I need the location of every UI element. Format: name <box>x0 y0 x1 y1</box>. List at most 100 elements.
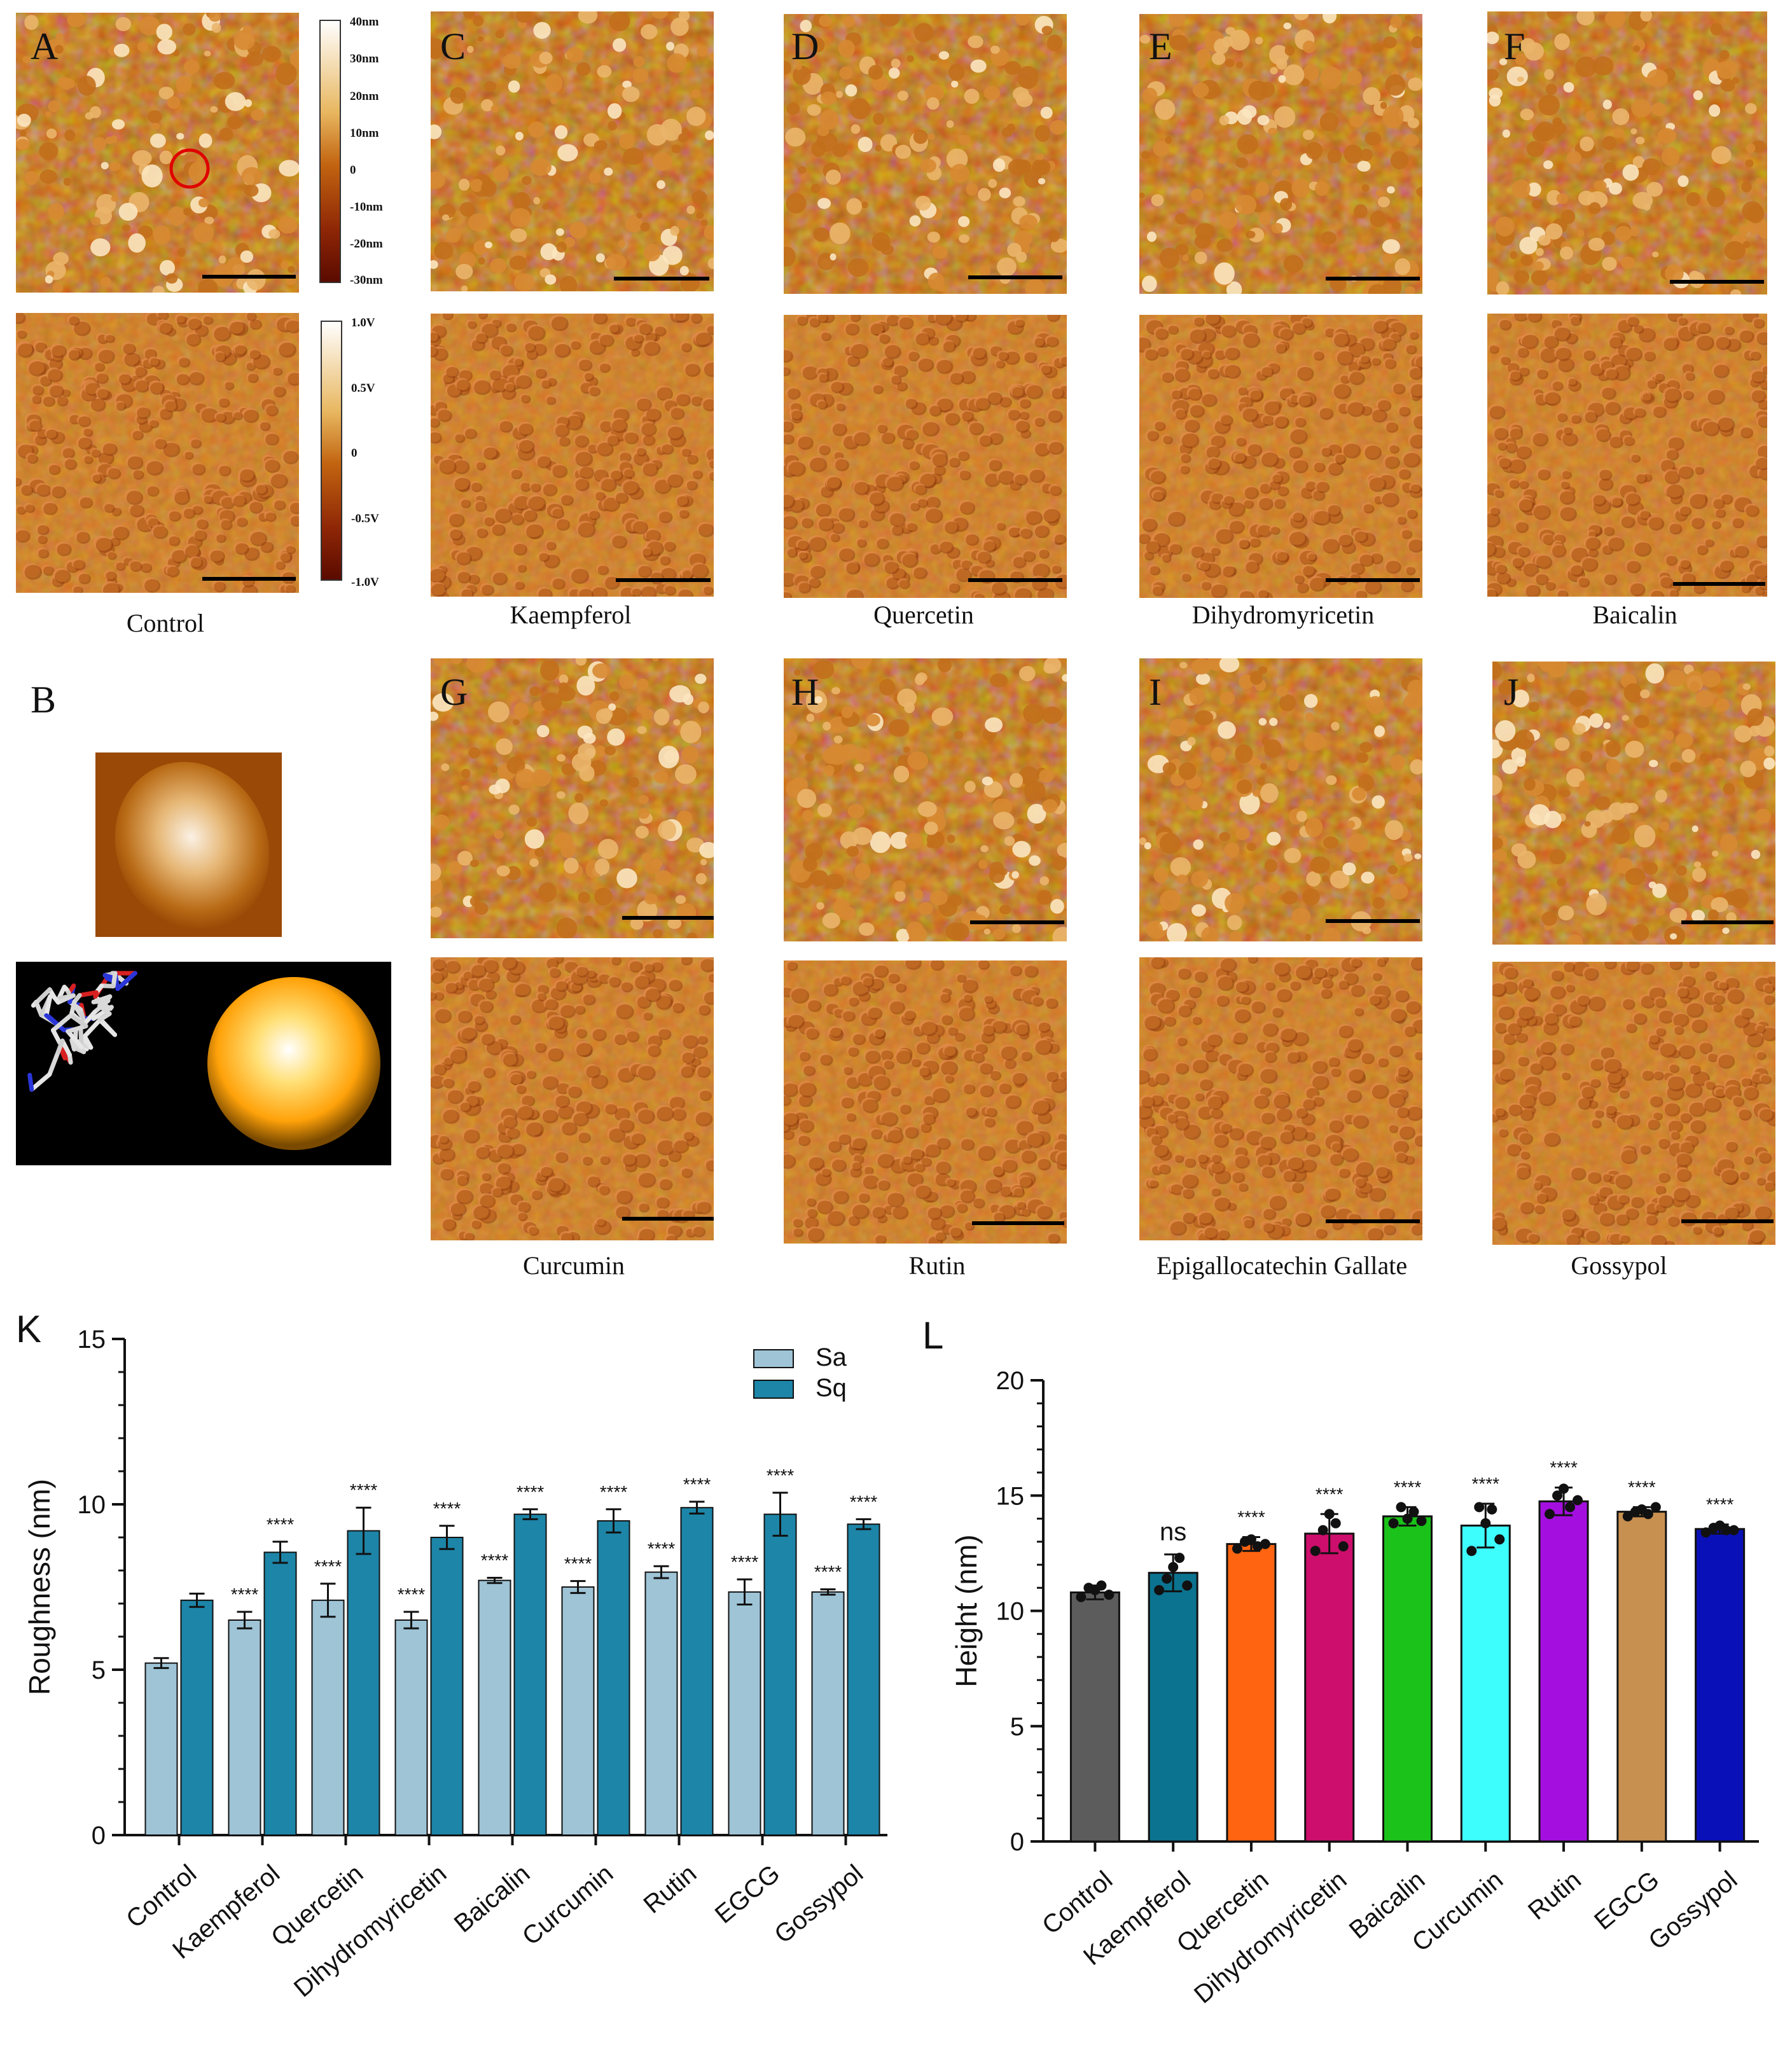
afm-image <box>784 14 1067 294</box>
afm-images <box>16 11 1775 1245</box>
significance-label: **** <box>767 1466 795 1485</box>
bar-sq <box>847 1523 880 1836</box>
caption-egcg: Epigallocatechin Gallate <box>1156 1251 1407 1280</box>
data-point <box>1174 1553 1185 1563</box>
data-point <box>1317 1525 1328 1535</box>
height-tick: 20nm <box>350 90 379 103</box>
y-tick-label: 10 <box>996 1598 1025 1626</box>
height-tick: 0 <box>350 163 356 177</box>
bar-sa <box>144 1662 178 1836</box>
y-tick-label: 0 <box>1010 1828 1024 1856</box>
significance-label: **** <box>350 1480 378 1500</box>
y-tick-label: 5 <box>1010 1713 1024 1741</box>
data-point <box>1466 1546 1477 1556</box>
data-point <box>1324 1509 1335 1520</box>
x-tick-label: Gossypol <box>1643 1866 1742 1955</box>
height-colorbar-labels: 40nm 30nm 20nm 10nm 0 -10nm -20nm -30nm <box>350 15 383 287</box>
data-point <box>1700 1527 1711 1538</box>
caption-kaempferol: Kaempferol <box>510 600 631 629</box>
data-point <box>1338 1541 1349 1551</box>
y-tick-label: 10 <box>78 1491 106 1519</box>
data-point <box>1396 1502 1407 1513</box>
caption-control: Control <box>127 609 204 637</box>
legend-label: Sa <box>816 1343 847 1371</box>
bar-sa <box>394 1619 428 1836</box>
panel-letter-F: F <box>1504 25 1525 67</box>
x-tick-label: EGCG <box>710 1859 786 1929</box>
afm-image <box>16 313 299 593</box>
bar <box>1148 1572 1198 1843</box>
significance-label: **** <box>731 1552 759 1572</box>
significance-label: **** <box>1706 1495 1734 1515</box>
significance-label: **** <box>1471 1474 1499 1494</box>
panel-letter-G: G <box>440 671 468 713</box>
x-tick-label: Curcumin <box>517 1859 618 1951</box>
protein-structure-model <box>27 971 137 1092</box>
ribbon-segment <box>82 1017 103 1039</box>
significance-label: **** <box>1394 1477 1422 1497</box>
significance-label: **** <box>1316 1484 1344 1504</box>
voltage-colorbar-labels: 1.0V 0.5V 0 -0.5V -1.0V <box>351 316 379 589</box>
ribbon-segment <box>115 971 137 991</box>
data-point <box>1388 1518 1399 1529</box>
data-point <box>1552 1490 1563 1501</box>
caption-dihydromyricetin: Dihydromyricetin <box>1192 600 1375 629</box>
bar <box>1382 1515 1433 1843</box>
significance-label: **** <box>850 1492 878 1511</box>
caption-baicalin: Baicalin <box>1592 600 1677 629</box>
ribbon-segment <box>44 994 53 1018</box>
significance-label: ns <box>1160 1518 1186 1546</box>
bar-sq <box>763 1513 797 1836</box>
panel-letter-E: E <box>1149 25 1172 67</box>
significance-label: **** <box>314 1556 342 1576</box>
height-colorbar <box>319 20 341 283</box>
legend-swatch <box>753 1380 794 1399</box>
bar-sq <box>263 1551 297 1836</box>
bar <box>1695 1528 1746 1843</box>
voltage-tick: -0.5V <box>351 512 379 525</box>
legend-swatch <box>753 1349 794 1368</box>
data-point <box>1474 1502 1485 1513</box>
significance-label: **** <box>600 1482 628 1502</box>
ribbon-segment <box>27 1072 34 1092</box>
caption-quercetin: Quercetin <box>873 600 974 629</box>
afm-image <box>1139 957 1422 1240</box>
single-particle-blob <box>115 761 270 931</box>
voltage-colorbar <box>321 321 342 581</box>
height-tick: -30nm <box>350 274 383 287</box>
panel-letter-B: B <box>31 679 56 721</box>
afm-image <box>431 658 714 938</box>
bar-sq <box>513 1513 547 1836</box>
data-point <box>1643 1509 1653 1520</box>
height-tick: -20nm <box>350 237 383 251</box>
afm-image <box>1139 14 1422 294</box>
afm-image <box>1139 658 1422 941</box>
panel-letter-A: A <box>31 25 58 67</box>
significance-label: **** <box>1550 1458 1578 1478</box>
afm-image <box>431 957 714 1240</box>
bar <box>1304 1532 1355 1843</box>
data-point <box>1545 1509 1555 1520</box>
bar-sa <box>478 1579 511 1836</box>
x-tick-label: Dihydromyricetin <box>289 1859 452 2002</box>
voltage-tick: -1.0V <box>351 576 379 589</box>
significance-label: **** <box>231 1584 259 1604</box>
afm-image <box>16 13 299 293</box>
ribbon-segment <box>51 1028 62 1045</box>
data-point <box>1487 1504 1497 1515</box>
data-point <box>1408 1506 1419 1517</box>
ribbon-segment <box>44 1013 67 1032</box>
bar-sq <box>347 1530 380 1836</box>
y-axis-label: Height (nm) <box>950 1534 983 1687</box>
ribbon-segment <box>66 1029 84 1050</box>
afm-image <box>431 11 714 291</box>
data-point <box>1416 1516 1427 1527</box>
bar-sa <box>728 1591 761 1836</box>
data-point <box>1310 1546 1321 1556</box>
bar-sq <box>180 1599 214 1836</box>
significance-label: **** <box>398 1584 426 1604</box>
y-tick-label: 15 <box>78 1326 106 1354</box>
ribbon-segment <box>56 993 76 1005</box>
